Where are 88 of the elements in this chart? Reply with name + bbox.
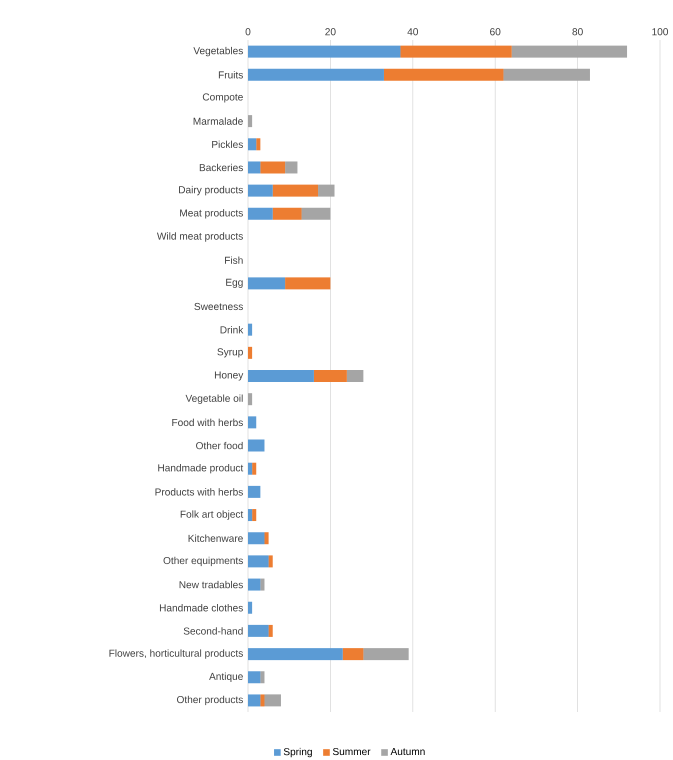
bar <box>248 624 269 637</box>
bar <box>248 462 252 475</box>
bar <box>503 68 590 81</box>
bar <box>248 370 314 382</box>
bar <box>248 440 264 452</box>
y-tick-label: Backeries <box>200 164 243 172</box>
y-tick-label: Wild meat products <box>156 232 243 242</box>
y-tick-label: Other products <box>177 696 243 706</box>
bar <box>248 671 260 684</box>
x-tick-label: 40 <box>407 28 418 36</box>
y-tick-label: Sweetness <box>194 302 243 310</box>
bar <box>346 370 364 382</box>
bar <box>248 208 273 220</box>
y-tick-label: Handmade product <box>158 464 244 474</box>
bar <box>252 509 256 522</box>
bar <box>248 138 256 150</box>
bar <box>260 694 264 706</box>
bar <box>248 602 252 614</box>
bar <box>272 208 302 220</box>
bar <box>268 624 273 637</box>
legend-label: Summer <box>332 748 370 756</box>
y-tick-label: Honey <box>214 371 244 381</box>
bar <box>248 578 260 591</box>
x-tick-label: 0 <box>246 28 250 36</box>
bar <box>248 694 260 706</box>
bar <box>248 277 286 290</box>
y-tick-label: Pickles <box>212 140 243 148</box>
bar <box>248 161 260 174</box>
bar <box>252 462 256 475</box>
bar <box>260 671 264 684</box>
y-tick-label: Fruits <box>218 71 243 78</box>
bar <box>256 138 260 150</box>
y-tick-label: Egg <box>226 278 243 288</box>
bar <box>248 509 252 522</box>
bar <box>248 68 384 81</box>
y-tick-label: Antique <box>209 672 243 682</box>
bar <box>248 184 273 197</box>
bar <box>248 648 343 660</box>
y-tick-label: Syrup <box>217 348 243 358</box>
y-tick-label: Kitchenware <box>188 534 243 542</box>
y-tick-label: Flowers, horticultural products <box>109 649 243 659</box>
bar <box>363 648 409 660</box>
x-tick-label: 80 <box>572 28 583 36</box>
y-tick-label: Products with herbs <box>155 488 243 496</box>
y-tick-label: Second-hand <box>184 627 243 635</box>
y-tick-label: Drink <box>220 326 244 334</box>
bar <box>248 115 252 128</box>
bar <box>285 277 330 290</box>
legend-label: Spring <box>284 748 312 758</box>
y-tick-label: New tradables <box>180 580 243 588</box>
bar <box>260 578 264 591</box>
bar <box>264 694 281 706</box>
bar <box>260 161 286 174</box>
x-tick-label: 100 <box>652 28 668 36</box>
y-tick-label: Compote <box>202 93 243 103</box>
y-tick-label: Fish <box>225 256 243 264</box>
bar <box>248 346 252 359</box>
y-tick-label: Vegetables <box>193 46 243 56</box>
y-tick-label: Marmalade <box>194 117 243 125</box>
bar <box>268 555 273 568</box>
y-tick-label: Other equipments <box>164 556 243 566</box>
bar <box>248 416 256 428</box>
y-tick-label: Vegetable oil <box>186 394 243 404</box>
bar <box>314 370 347 382</box>
y-tick-label: Dairy products <box>179 186 243 196</box>
bar <box>512 46 628 58</box>
y-tick-label: Folk art object <box>180 510 244 520</box>
y-tick-label: Handmade clothes <box>160 604 243 612</box>
bar <box>400 46 512 58</box>
bar <box>272 184 318 197</box>
bar <box>248 555 269 568</box>
legend-label: Autumn <box>390 748 425 756</box>
bar <box>285 161 298 174</box>
bar <box>302 208 330 220</box>
bar <box>248 324 252 336</box>
bar <box>318 184 335 197</box>
bar <box>248 532 264 544</box>
bar <box>384 68 504 81</box>
x-tick-label: 20 <box>325 28 336 36</box>
bar <box>342 648 364 660</box>
bar <box>248 393 252 406</box>
bar <box>248 486 260 498</box>
y-tick-label: Food with herbs <box>172 418 243 426</box>
bar <box>264 532 269 544</box>
bar <box>248 46 400 58</box>
x-tick-label: 60 <box>490 28 500 36</box>
y-tick-label: Meat products <box>180 209 243 219</box>
y-tick-label: Other food <box>196 442 243 450</box>
